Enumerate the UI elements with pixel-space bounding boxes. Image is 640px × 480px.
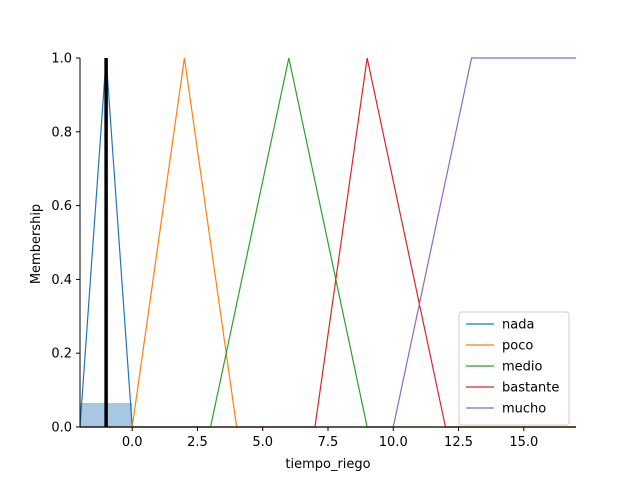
legend-label-bastante: bastante [502,381,559,396]
y-axis-label: Membership [29,204,44,284]
y-tick-label: 0.2 [51,347,72,362]
x-tick-label: 2.5 [187,435,208,450]
legend-label-nada: nada [502,318,534,333]
x-tick-label: 0.0 [122,435,143,450]
y-tick-label: 0.0 [51,421,72,436]
y-tick-label: 0.4 [51,273,72,288]
x-tick-label: 15.0 [509,435,538,450]
legend-box [458,311,570,426]
x-axis-label: tiempo_riego [285,457,370,472]
y-tick-label: 0.6 [51,199,72,214]
legend-label-mucho: mucho [502,402,546,417]
legend: nada poco medio bastante mucho [458,311,570,426]
x-ticks-layer: 0.0 2.5 5.0 7.5 10.0 12.5 15.0 [122,427,538,450]
legend-label-poco: poco [502,339,533,354]
x-tick-label: 7.5 [318,435,339,450]
legend-label-medio: medio [502,360,543,375]
y-tick-label: 1.0 [51,52,72,67]
x-tick-label: 5.0 [252,435,273,450]
y-tick-label: 0.8 [51,125,72,140]
y-ticks-layer: 0.0 0.2 0.4 0.6 0.8 1.0 [51,52,80,436]
x-tick-label: 10.0 [379,435,408,450]
x-tick-label: 12.5 [444,435,473,450]
